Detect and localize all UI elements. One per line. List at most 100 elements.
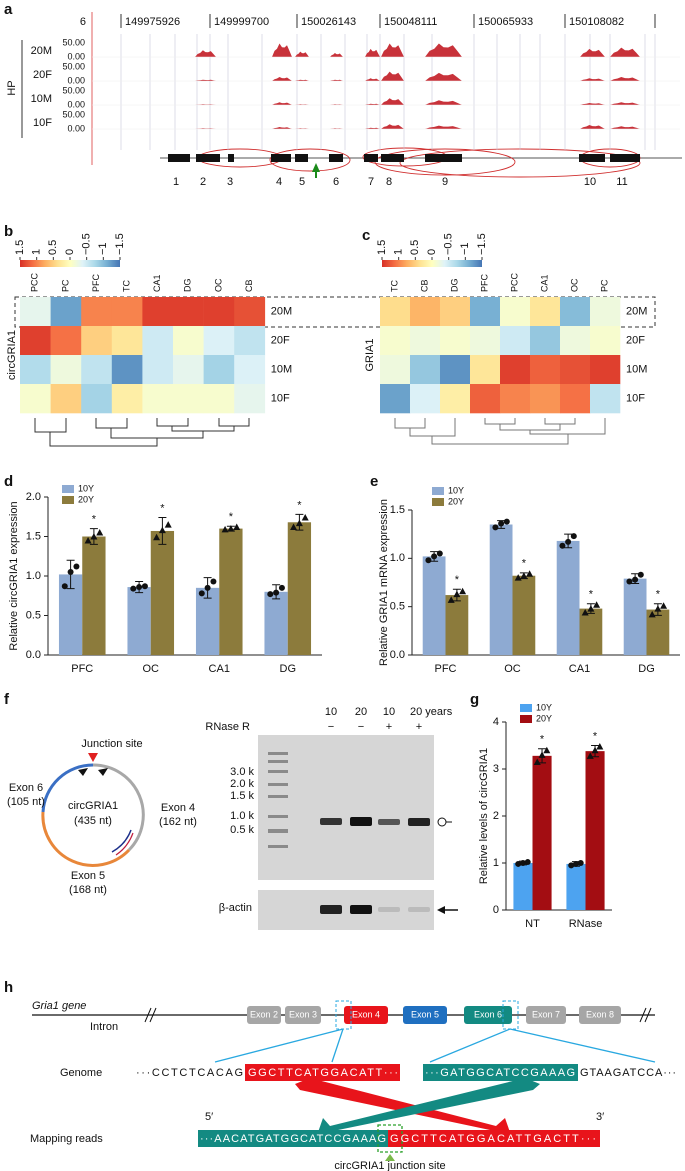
heat-cell <box>440 384 471 414</box>
exon-label: Exon 7 <box>532 1009 560 1019</box>
sequence: ···GATGGCATCCGAAAG <box>425 1067 575 1079</box>
coverage <box>365 103 380 105</box>
ladder-label: 3.0 k <box>230 766 254 778</box>
track-label: 10F <box>33 117 52 129</box>
heat-cell <box>142 297 174 327</box>
ladder-label: 1.0 k <box>230 810 254 822</box>
data-point <box>459 587 467 595</box>
significance: * <box>589 589 594 601</box>
significance: * <box>522 558 527 570</box>
y-tick-label: 1.0 <box>26 570 41 582</box>
exon-block <box>329 154 343 162</box>
heat-cell <box>530 384 561 414</box>
heat-cell <box>500 297 531 327</box>
x-tick-label: CA1 <box>569 663 590 675</box>
column-label: TC <box>121 280 131 292</box>
exon-block <box>364 154 378 162</box>
data-point <box>514 574 522 581</box>
heat-cell <box>142 384 174 414</box>
data-point <box>519 860 526 866</box>
data-point <box>136 584 143 591</box>
data-point <box>96 529 104 536</box>
heat-cell <box>20 384 51 414</box>
data-point <box>84 536 92 544</box>
bar <box>264 591 288 655</box>
heat-cell <box>500 384 531 414</box>
coverage <box>425 100 462 105</box>
heat-cell <box>470 297 501 327</box>
bar <box>287 522 312 655</box>
sequence: GGCTTCATGGACATTGACTT··· <box>390 1133 596 1145</box>
colorbar <box>382 260 482 267</box>
data-point <box>515 860 522 867</box>
legend-swatch <box>432 498 444 506</box>
significance: * <box>656 589 661 601</box>
heat-cell <box>203 326 235 356</box>
data-point <box>453 590 461 598</box>
scale-min: 0.00 <box>67 99 85 109</box>
heat-cell <box>142 355 174 385</box>
y-tick-label: 2 <box>493 810 499 822</box>
heat-cell <box>50 355 82 385</box>
colorbar-label: −1.5 <box>114 233 126 255</box>
colorbar-label: 0 <box>64 249 76 255</box>
exon-number: 4 <box>276 176 282 188</box>
column-label: PFC <box>479 273 489 292</box>
y-axis-label: Relative GRIA1 mRNA expression <box>378 499 390 666</box>
data-point <box>596 742 604 750</box>
heat-cell <box>173 326 204 356</box>
y-tick-label: 1.0 <box>390 552 405 564</box>
heat-cell <box>380 384 411 414</box>
data-point <box>660 602 668 609</box>
lane-sign: + <box>416 721 422 733</box>
bar <box>579 608 603 655</box>
data-point <box>503 518 510 525</box>
data-point <box>533 758 541 765</box>
heat-cell <box>470 355 501 385</box>
column-label: CB <box>244 279 254 292</box>
heat-cell <box>203 297 235 327</box>
bar <box>556 540 580 655</box>
row-label: 20M <box>626 305 647 317</box>
bar <box>566 863 586 910</box>
dendrogram <box>34 418 250 447</box>
colorbar-label: 1.5 <box>376 240 388 255</box>
data-point <box>431 553 438 560</box>
group-label: HP <box>6 80 18 95</box>
heat-cell <box>380 355 411 385</box>
gene-structure <box>32 1000 656 1161</box>
heat-cell <box>410 355 441 385</box>
bar <box>219 528 243 655</box>
sequence: ···CCTCTCACAG <box>136 1067 243 1079</box>
heat-cell <box>500 326 531 356</box>
exon-name: Exon 6 <box>9 782 43 794</box>
colorbar-label: −1.5 <box>476 233 488 255</box>
data-point <box>227 525 235 532</box>
bar <box>150 530 175 655</box>
heat-cell <box>142 326 174 356</box>
coord-label: 150108082 <box>569 16 624 28</box>
colorbar <box>20 260 120 267</box>
heat-cell <box>470 326 501 356</box>
data-point <box>587 605 595 612</box>
data-point <box>637 571 644 578</box>
significance: * <box>593 730 598 742</box>
heat-cell <box>560 297 591 327</box>
heat-cell <box>380 326 411 356</box>
y-axis-label: GRIA1 <box>364 338 376 371</box>
data-point <box>210 578 217 585</box>
y-tick-label: 0.0 <box>26 649 41 661</box>
column-label: TC <box>389 280 399 292</box>
data-point <box>648 610 656 618</box>
data-point <box>141 583 148 590</box>
exon-block <box>168 154 190 162</box>
sequence: ···AACATGATGGCATCCGAAAG <box>200 1133 386 1145</box>
heat-cell <box>234 326 266 356</box>
coverage <box>580 103 605 105</box>
data-point <box>267 591 274 598</box>
column-label: OC <box>569 278 579 292</box>
data-point <box>301 514 309 521</box>
coverage <box>425 72 462 81</box>
data-point <box>591 746 599 754</box>
column-label: PCC <box>30 272 40 292</box>
